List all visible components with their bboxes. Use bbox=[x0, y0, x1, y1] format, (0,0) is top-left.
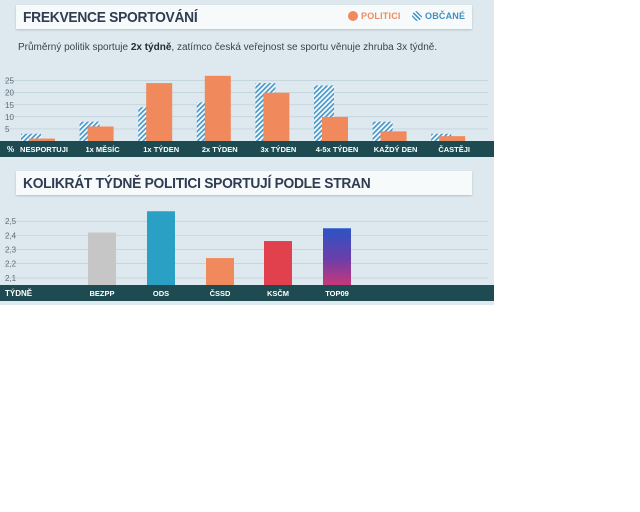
bar-politici-1x-mesic bbox=[87, 126, 114, 141]
y-tick-label: 20 bbox=[5, 89, 14, 98]
legend-politici: POLITICI bbox=[348, 11, 401, 21]
x-tick-label-3x-tyden: 3x TÝDEN bbox=[260, 145, 296, 154]
axis-unit-label: % bbox=[7, 145, 14, 154]
bar-ods bbox=[147, 211, 175, 285]
party-chart: 2,1 2,2 2,3 2,4 2,5 TÝDNĚ BEZPP ODS ČSSD KSČM TOP0… bbox=[0, 211, 494, 301]
bar-politici-1x-tyden bbox=[146, 83, 173, 141]
legend-politici-label: POLITICI bbox=[361, 11, 401, 21]
bar-politici-2x-tyden bbox=[204, 75, 231, 141]
bar-bezpp bbox=[88, 232, 116, 285]
chart2-title: KOLIKRÁT TÝDNĚ POLITICI SPORTUJÍ PODLE S… bbox=[23, 175, 371, 192]
x-tick-label-top09: TOP09 bbox=[325, 289, 349, 298]
x-tick-label-casteji: ČASTĚJI bbox=[438, 145, 470, 154]
y-tick-label: 2,3 bbox=[5, 246, 17, 255]
bar-politici-casteji bbox=[439, 136, 466, 141]
subtitle-bold: 2x týdně bbox=[130, 42, 172, 53]
x-tick-label-ods: ODS bbox=[153, 289, 169, 298]
chart1-subtitle: Průměrný politik sportuje 2x týdně, zatí… bbox=[18, 42, 437, 53]
y-tick-label: 15 bbox=[5, 101, 14, 110]
chart1-title: FREKVENCE SPORTOVÁNÍ bbox=[23, 9, 198, 26]
x-tick-label-1x-tyden: 1x TÝDEN bbox=[143, 145, 179, 154]
bar-politici-3x-tyden bbox=[263, 92, 290, 141]
x-tick-label-4-5x-tyden: 4-5x TÝDEN bbox=[316, 145, 359, 154]
x-tick-label-kazdy-den: KAŽDÝ DEN bbox=[374, 145, 418, 154]
chart2-title-box: KOLIKRÁT TÝDNĚ POLITICI SPORTUJÍ PODLE S… bbox=[16, 171, 472, 195]
x-tick-label-2x-tyden: 2x TÝDEN bbox=[202, 145, 238, 154]
y-tick-label: 2,4 bbox=[5, 231, 17, 240]
y-tick-label: 5 bbox=[5, 125, 10, 134]
x-axis-band bbox=[0, 141, 494, 157]
bar-politici-kazdy-den bbox=[380, 131, 407, 141]
axis-unit-label: TÝDNĚ bbox=[5, 289, 33, 298]
y-tick-label: 10 bbox=[5, 113, 14, 122]
x-tick-label-cssd: ČSSD bbox=[210, 289, 231, 298]
frequency-chart: 5 10 15 20 25% NESPORTUJI 1x MĚSÍC 1x TÝDEN 2x T… bbox=[0, 75, 494, 157]
y-tick-label: 2,5 bbox=[5, 217, 17, 226]
subtitle-part-1: Průměrný politik sportuje bbox=[18, 42, 131, 53]
x-tick-label-nesportuji: NESPORTUJI bbox=[20, 145, 68, 154]
y-tick-label: 2,2 bbox=[5, 260, 17, 269]
bar-cssd bbox=[206, 258, 234, 285]
y-tick-label: 2,1 bbox=[5, 274, 17, 283]
legend-obcane-swatch bbox=[412, 11, 422, 21]
chart1-title-box: FREKVENCE SPORTOVÁNÍ POLITICI OBČANÉ bbox=[16, 5, 472, 29]
x-tick-label-kscm: KSČM bbox=[267, 289, 289, 298]
bar-obcane-nesportuji bbox=[21, 133, 41, 141]
legend-politici-swatch bbox=[348, 11, 358, 21]
legend-obcane: OBČANÉ bbox=[412, 11, 465, 21]
subtitle-part-2: , zatímco česká veřejnost se sportu věnu… bbox=[171, 42, 438, 53]
x-tick-label-bezpp: BEZPP bbox=[89, 289, 114, 298]
bar-politici-4-5x-tyden bbox=[322, 116, 348, 141]
bar-kscm bbox=[264, 241, 292, 285]
x-tick-label-1x-mesic: 1x MĚSÍC bbox=[86, 145, 121, 154]
infographic: FREKVENCE SPORTOVÁNÍ POLITICI OBČANÉ Prů… bbox=[0, 0, 494, 305]
bar-top09 bbox=[323, 228, 351, 285]
x-axis-band bbox=[0, 285, 494, 301]
y-tick-label: 25 bbox=[5, 77, 14, 86]
bar-politici-nesportuji bbox=[29, 138, 55, 141]
legend-obcane-label: OBČANÉ bbox=[425, 11, 466, 21]
